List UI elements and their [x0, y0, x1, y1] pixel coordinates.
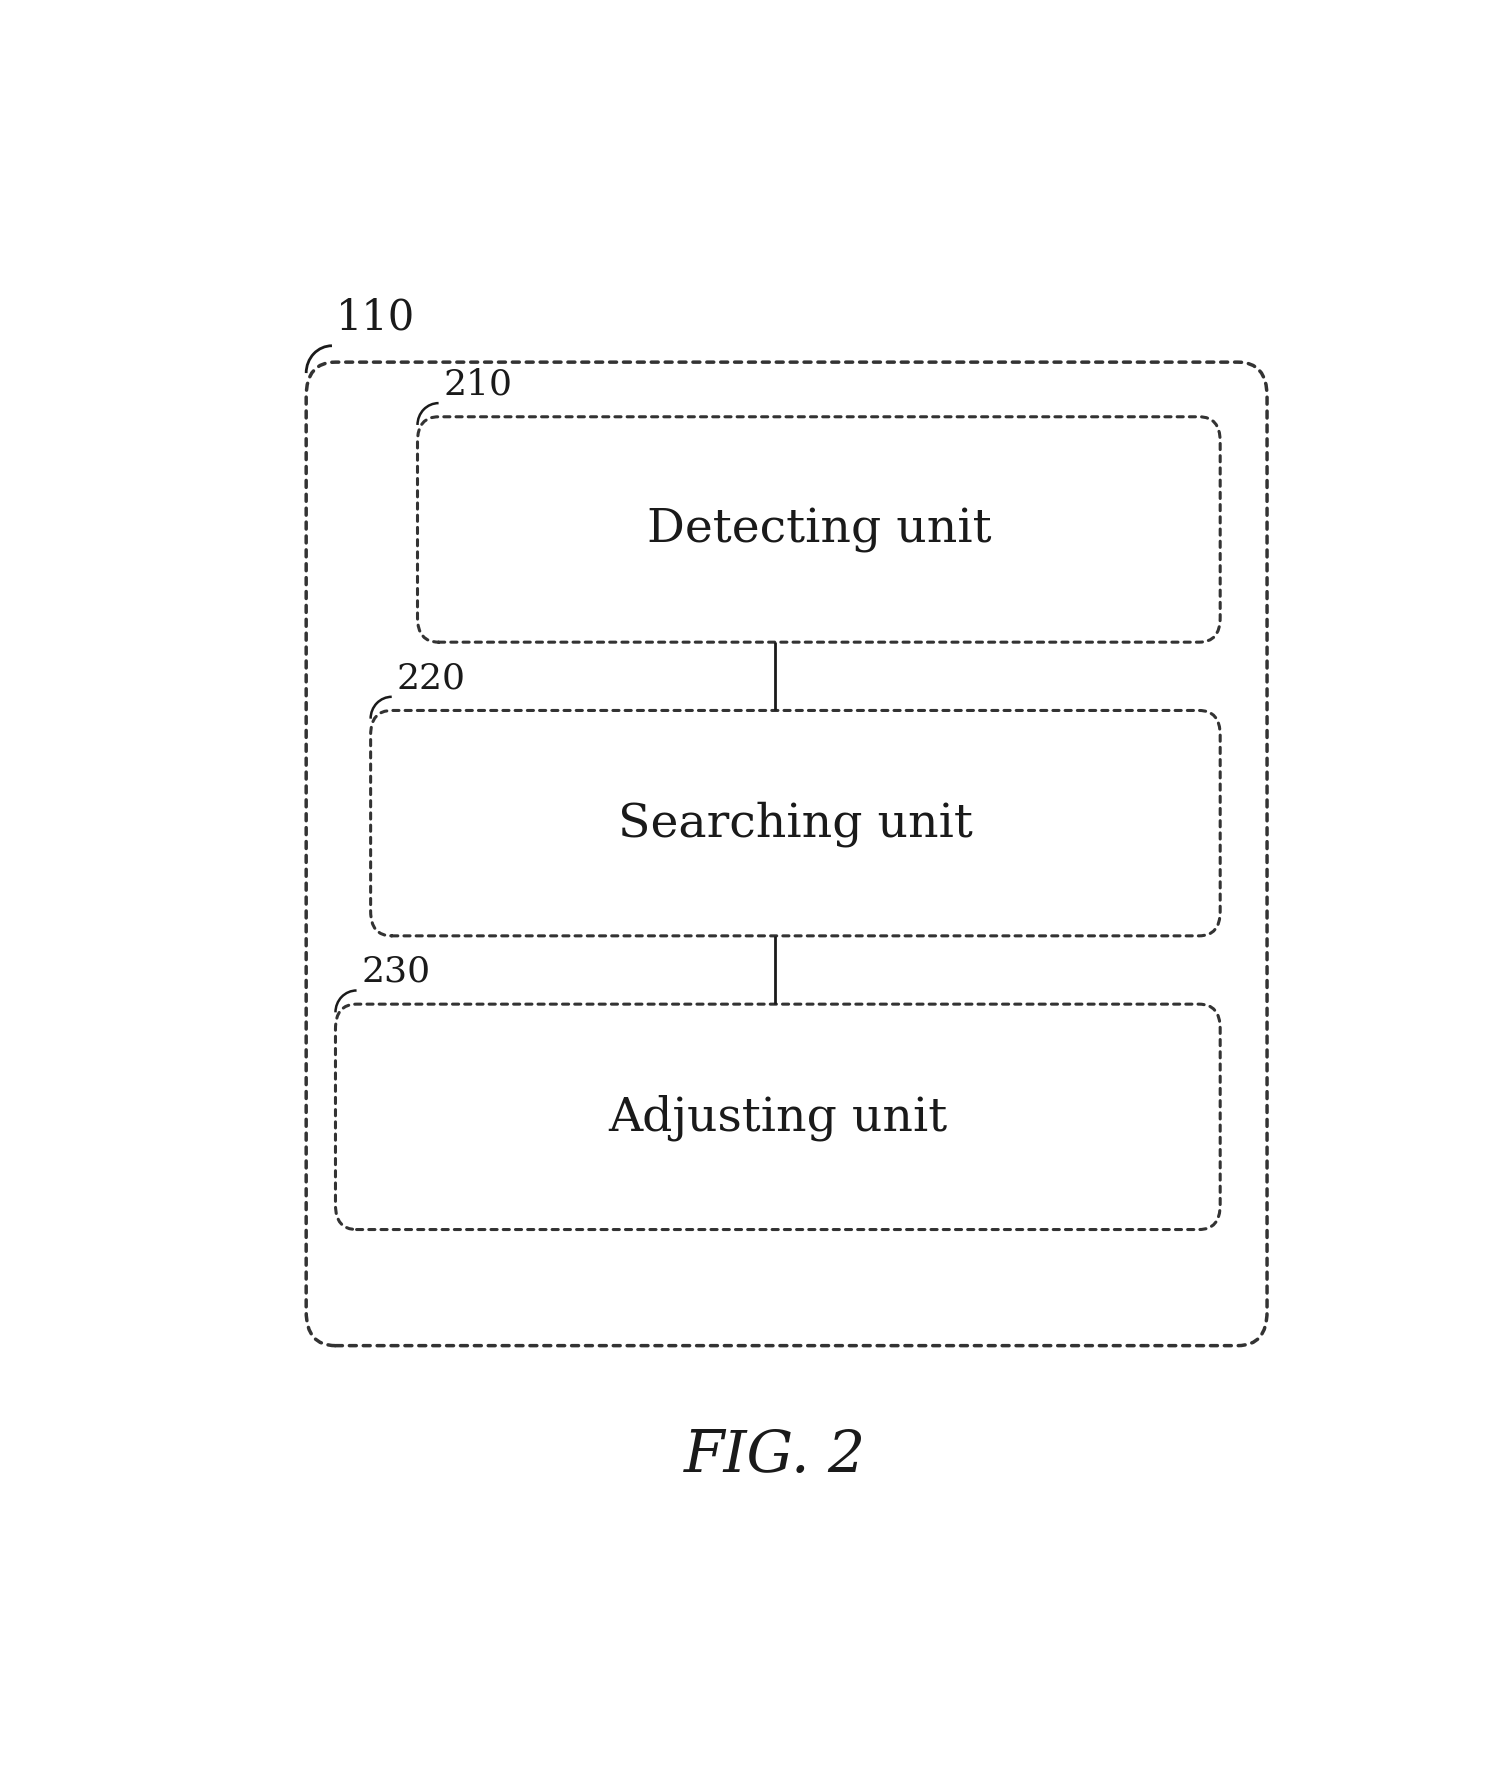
FancyBboxPatch shape [370, 711, 1220, 936]
Text: Adjusting unit: Adjusting unit [608, 1094, 948, 1140]
Text: 110: 110 [336, 296, 414, 339]
Text: 210: 210 [443, 367, 513, 401]
Text: FIG. 2: FIG. 2 [683, 1427, 866, 1484]
Text: 220: 220 [396, 661, 466, 695]
Text: Searching unit: Searching unit [618, 801, 972, 846]
FancyBboxPatch shape [336, 1005, 1220, 1230]
Text: Detecting unit: Detecting unit [647, 507, 992, 553]
Text: 230: 230 [361, 954, 431, 988]
FancyBboxPatch shape [417, 417, 1220, 644]
